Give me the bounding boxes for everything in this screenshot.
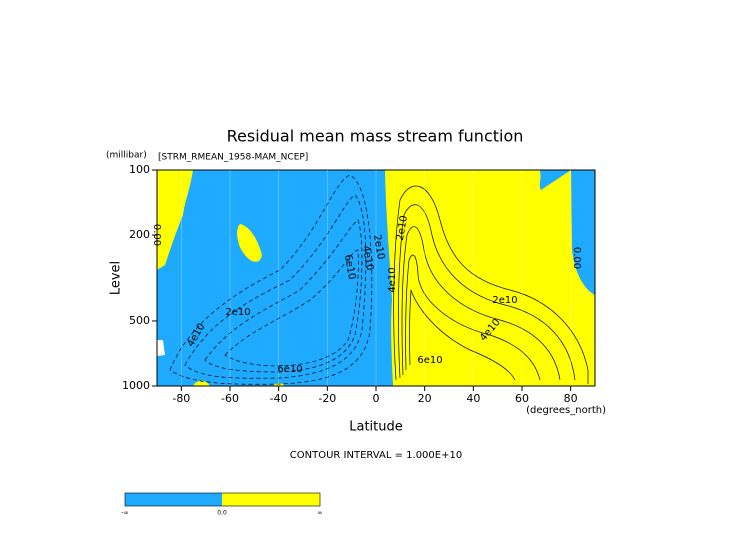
x-tick-label: 80 [564,392,578,405]
x-tick-label: 0 [373,392,380,405]
positive-contours [393,185,589,384]
colorbar-label: ∞ [318,510,323,517]
y-tick-label: 500 [129,314,150,327]
subtitle: [STRM_RMEAN_1958-MAM_NCEP] [158,153,308,163]
positive-region [385,170,595,386]
x-tick-label: -40 [270,392,288,405]
contour-label: 6e10 [417,355,442,366]
y-tick-label: 1000 [122,379,150,392]
colorbar-label: 0.0 [217,510,227,517]
footer: CONTOUR INTERVAL = 1.000E+10 [290,450,462,461]
contour-label: 4e10 [360,245,375,272]
colorbar-positive [222,493,320,506]
negative-contours [169,174,373,385]
colorbar-negative [125,493,222,506]
x-tick-label: -20 [318,392,336,405]
contour-label: 2e10 [395,215,410,242]
contour-label: 0.00 [571,247,582,269]
contour-label: 2e10 [492,295,517,306]
positive-region [237,224,262,262]
contour-label: 0.00 [151,224,162,246]
missing-region [157,340,165,356]
positive-region [157,170,193,270]
chart-title: Residual mean mass stream function [227,127,524,146]
contour-label: 6e10 [277,364,302,375]
negative-region [540,170,544,183]
x-tick-label: 60 [515,392,529,405]
contour-label: 6e10 [342,254,357,281]
y-tick-label: 200 [129,228,150,241]
contour-label: 2e10 [225,307,250,318]
colorbar-frame [124,492,321,507]
y-tick-label: 100 [129,163,150,176]
contour-label: 2e10 [371,234,386,261]
y-axis-label: Level [109,261,124,295]
x-tick-label: -80 [172,392,190,405]
colorbar-label: -∞ [121,510,128,517]
x-tick-label: 20 [418,392,432,405]
y-unit: (millibar) [106,151,147,161]
x-unit: (degrees_north) [526,405,606,416]
contour-label: 4e10 [387,267,398,292]
x-tick-label: 40 [466,392,480,405]
x-axis-label: Latitude [349,420,403,435]
x-tick-label: -60 [221,392,239,405]
